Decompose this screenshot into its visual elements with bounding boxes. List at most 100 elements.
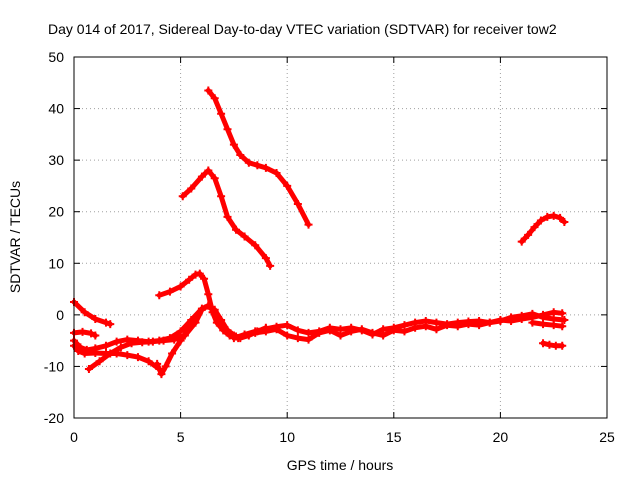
data-point	[528, 318, 537, 327]
data-point	[185, 323, 194, 332]
series-line	[180, 168, 273, 269]
data-point	[123, 351, 132, 360]
data-point	[485, 318, 494, 327]
data-point	[106, 349, 115, 358]
axes: 0 5 10 15 20 25 -20 -10 0 10 20 30 40 50	[44, 49, 615, 445]
data-point	[453, 322, 462, 331]
data-point	[187, 184, 196, 193]
data-point	[236, 150, 245, 159]
data-point	[212, 318, 221, 327]
data-point	[545, 340, 554, 349]
data-point	[191, 270, 200, 279]
data-point	[195, 269, 204, 278]
data-point	[368, 328, 377, 337]
data-point	[84, 365, 93, 374]
x-axis-label: GPS time / hours	[287, 457, 394, 473]
data-point	[127, 339, 136, 348]
x-tick-label: 0	[70, 429, 78, 445]
data-point	[244, 158, 253, 167]
data-point	[80, 308, 89, 317]
data-point	[411, 323, 420, 332]
series-line	[71, 329, 98, 338]
data-point	[539, 339, 548, 348]
data-point	[157, 370, 166, 379]
data-point	[155, 291, 164, 300]
data-point	[517, 237, 526, 246]
data-point	[106, 320, 115, 329]
data-point	[539, 310, 548, 319]
x-tick-label: 20	[493, 429, 509, 445]
data-point	[223, 125, 232, 134]
series-track-h	[178, 166, 275, 270]
data-point	[240, 232, 249, 241]
data-point	[558, 341, 567, 350]
data-point	[176, 336, 185, 345]
data-point	[185, 275, 194, 284]
data-point	[336, 331, 345, 340]
x-tick-label: 10	[279, 429, 295, 445]
data-point	[91, 314, 100, 323]
data-point	[266, 261, 275, 270]
data-point	[204, 290, 213, 299]
data-point	[91, 331, 100, 340]
data-point	[168, 349, 177, 358]
data-point	[443, 321, 452, 330]
data-point	[170, 335, 179, 344]
data-point	[283, 321, 292, 330]
data-point	[217, 109, 226, 118]
data-point	[539, 320, 548, 329]
data-series	[70, 86, 569, 379]
series-track-f	[153, 310, 202, 379]
y-tick-label: -20	[44, 410, 64, 426]
data-point	[536, 216, 545, 225]
y-axis-label: SDTVAR / TECUs	[7, 181, 23, 293]
series-track-m	[517, 211, 569, 246]
data-point	[74, 346, 83, 355]
data-point	[197, 305, 206, 314]
data-point	[193, 310, 202, 319]
data-point	[210, 94, 219, 103]
y-tick-label: 40	[48, 101, 64, 117]
data-point	[229, 334, 238, 343]
data-point	[251, 241, 260, 250]
data-point	[159, 336, 168, 345]
data-point	[204, 166, 213, 175]
data-point	[116, 343, 125, 352]
data-point	[432, 325, 441, 334]
data-point	[560, 316, 569, 325]
data-point	[261, 163, 270, 172]
data-point	[558, 322, 567, 331]
data-point	[251, 328, 260, 337]
data-point	[432, 318, 441, 327]
data-point	[549, 308, 558, 317]
data-point	[400, 327, 409, 336]
x-tick-label: 5	[177, 429, 185, 445]
data-point	[496, 316, 505, 325]
data-point	[101, 318, 110, 327]
chart-title: Day 014 of 2017, Sidereal Day-to-day VTE…	[48, 21, 557, 37]
data-point	[197, 172, 206, 181]
data-point	[240, 330, 249, 339]
data-point	[176, 282, 185, 291]
data-point	[549, 321, 558, 330]
y-tick-label: 30	[48, 152, 64, 168]
data-point	[208, 308, 217, 317]
data-point	[112, 337, 121, 346]
data-point	[87, 329, 96, 338]
data-point	[560, 218, 569, 227]
data-point	[556, 213, 565, 222]
data-point	[475, 321, 484, 330]
data-point	[219, 326, 228, 335]
data-point	[507, 317, 516, 326]
data-point	[304, 335, 313, 344]
data-point	[229, 140, 238, 149]
data-point	[549, 211, 558, 220]
data-point	[217, 192, 226, 201]
data-point	[232, 225, 241, 234]
data-point	[421, 322, 430, 331]
data-point	[389, 326, 398, 335]
data-point	[283, 181, 292, 190]
data-point	[101, 341, 110, 350]
data-point	[91, 349, 100, 358]
data-point	[161, 362, 170, 371]
